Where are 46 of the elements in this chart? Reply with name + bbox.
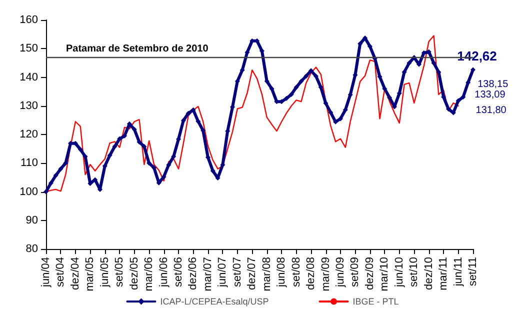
x-tick-label: dez/06 <box>187 257 200 290</box>
legend-label: ICAP-L/CEPEA-Esalq/USP <box>160 296 269 306</box>
x-tick-label: jun/04 <box>40 257 52 288</box>
x-tick-label: mar/11 <box>438 257 450 290</box>
x-tick-label: mar/06 <box>143 257 156 292</box>
x-tick-label: set/07 <box>231 257 244 287</box>
x-tick-label: mar/05 <box>84 257 96 292</box>
x-tick-label: mar/10 <box>378 257 391 292</box>
x-tick-label: mar/09 <box>320 257 332 292</box>
y-tick-label: 140 <box>20 71 38 84</box>
x-tick-label: set/09 <box>349 257 362 287</box>
x-tick-label: jun/11 <box>452 257 464 288</box>
y-tick-label: 150 <box>20 42 38 55</box>
y-tick-label: 90 <box>26 214 38 226</box>
x-tick-label: dez/09 <box>364 257 376 290</box>
x-tick-label: dez/04 <box>69 257 82 290</box>
x-tick-label: set/11 <box>467 257 479 286</box>
data-label: 138,15 <box>478 79 509 90</box>
y-tick-label: 130 <box>20 100 38 112</box>
y-tick-label: 80 <box>26 243 38 255</box>
x-tick-label: jun/09 <box>334 257 346 288</box>
x-tick-label: dez/05 <box>128 257 140 290</box>
y-tick-label: 120 <box>20 128 38 140</box>
data-label: 142,62 <box>457 48 497 64</box>
data-label: 131,80 <box>476 105 507 116</box>
x-tick-label: set/04 <box>54 257 67 287</box>
x-tick-label: dez/07 <box>246 257 258 290</box>
y-tick-label: 160 <box>20 14 38 26</box>
x-tick-label: jun/07 <box>216 257 229 288</box>
x-tick-label: jun/06 <box>158 257 170 288</box>
legend-label: IBGE - PTL <box>352 296 399 306</box>
x-tick-label: jun/08 <box>276 257 288 288</box>
x-tick-label: set/08 <box>290 257 302 287</box>
x-tick-label: dez/10 <box>422 257 435 290</box>
x-tick-label: set/05 <box>114 257 126 287</box>
ref-line-label: Patamar de Setembro de 2010 <box>66 44 209 55</box>
x-tick-label: set/10 <box>408 257 420 287</box>
x-tick-label: set/06 <box>172 257 185 287</box>
data-label: 133,09 <box>474 90 506 101</box>
x-tick-label: mar/07 <box>202 257 214 292</box>
y-tick-label: 110 <box>20 157 38 170</box>
y-tick-label: 100 <box>20 186 38 198</box>
x-tick-label: mar/08 <box>260 257 273 292</box>
x-tick-label: jun/10 <box>393 257 406 288</box>
x-tick-label: jun/05 <box>98 257 111 288</box>
x-tick-label: dez/08 <box>305 257 318 290</box>
